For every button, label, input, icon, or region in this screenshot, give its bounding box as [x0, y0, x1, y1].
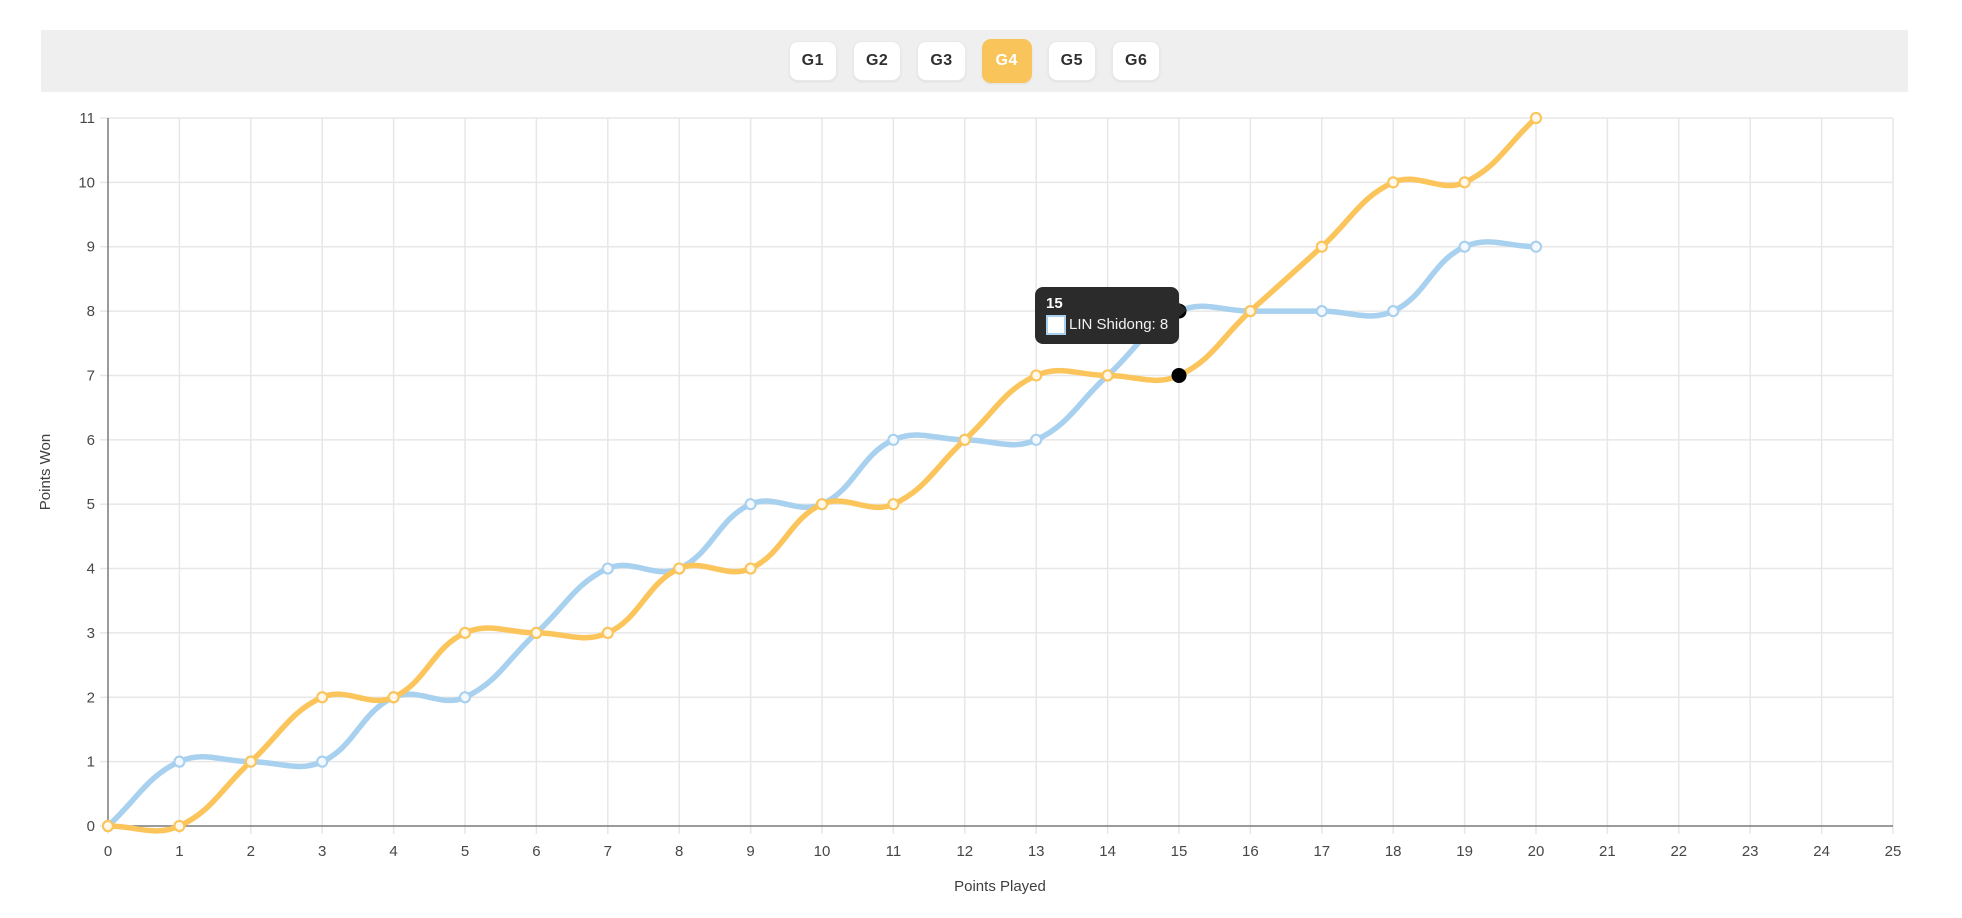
data-point-marker	[1244, 304, 1257, 318]
x-tick-label: 13	[1028, 843, 1045, 860]
data-point-marker	[1030, 433, 1043, 446]
series-color-swatch	[1046, 315, 1066, 335]
tooltip-label: LIN Shidong: 8	[1069, 316, 1169, 333]
data-point-marker	[1315, 240, 1328, 253]
x-tick-label: 7	[604, 843, 612, 860]
x-tick-label: 3	[318, 843, 326, 860]
y-tick-label: 4	[87, 561, 95, 578]
data-point-marker	[1315, 304, 1328, 318]
x-tick-label: 21	[1599, 843, 1616, 860]
x-tick-label: 25	[1885, 843, 1902, 860]
data-point-marker	[601, 626, 614, 640]
toolbar-button-g5[interactable]: G5	[1047, 41, 1097, 81]
data-point-marker	[958, 433, 971, 446]
data-point-marker	[387, 691, 400, 704]
data-point-marker	[673, 562, 686, 575]
x-tick-label: 16	[1242, 843, 1259, 860]
data-point-marker	[1458, 176, 1471, 189]
y-tick-label: 3	[87, 625, 95, 642]
x-tick-label: 20	[1528, 843, 1545, 860]
x-tick-label: 17	[1313, 843, 1330, 860]
toolbar-button-g6[interactable]: G6	[1112, 41, 1161, 81]
tooltip-row: LIN Shidong: 8	[1046, 314, 1168, 336]
y-tick-label: 5	[87, 496, 95, 513]
data-point-marker	[1101, 369, 1114, 382]
data-point-marker	[744, 562, 757, 575]
x-tick-label: 2	[247, 843, 255, 860]
data-point-marker	[244, 755, 257, 768]
x-tick-label: 0	[104, 843, 112, 860]
series-line-0	[105, 239, 1539, 829]
data-point-marker	[1387, 176, 1400, 189]
y-tick-label: 0	[87, 818, 95, 835]
tooltip-title: 15	[1046, 295, 1063, 312]
data-point-marker	[458, 626, 472, 640]
x-tick-label: 19	[1456, 843, 1473, 860]
data-point-marker	[744, 498, 757, 511]
data-point-marker	[1387, 304, 1400, 318]
y-tick-label: 10	[78, 174, 95, 191]
data-point-marker	[458, 691, 472, 704]
x-tick-label: 10	[814, 843, 831, 860]
toolbar-button-g2[interactable]: G2	[852, 41, 902, 81]
x-tick-label: 23	[1742, 843, 1759, 860]
data-point-marker	[1529, 111, 1543, 125]
data-point-marker	[173, 755, 186, 768]
x-tick-label: 1	[175, 843, 183, 860]
x-tick-label: 6	[532, 843, 540, 860]
active-point-dot	[1171, 367, 1187, 383]
y-tick-label: 11	[79, 110, 95, 127]
data-point-marker	[887, 433, 900, 446]
toolbar-button-g3[interactable]: G3	[917, 41, 966, 81]
x-tick-label: 14	[1099, 843, 1116, 860]
data-point-marker	[601, 562, 614, 575]
x-tick-label: 8	[675, 843, 683, 860]
y-tick-label: 6	[87, 432, 95, 449]
data-point-marker	[1030, 369, 1043, 382]
x-tick-label: 4	[389, 843, 397, 860]
game-selector-bar: G1 G2 G3 G4 G5 G6	[41, 30, 1908, 92]
x-tick-label: 18	[1385, 843, 1402, 860]
y-tick-label: 1	[87, 754, 95, 771]
y-tick-label: 7	[87, 367, 95, 384]
y-tick-label: 8	[87, 303, 95, 320]
x-tick-label: 12	[956, 843, 973, 860]
data-point-marker	[815, 498, 829, 511]
toolbar-button-g4[interactable]: G4	[981, 39, 1032, 83]
data-point-marker	[316, 755, 329, 768]
data-point-marker	[1458, 240, 1471, 253]
data-point-marker	[316, 691, 329, 704]
data-point-marker	[1529, 240, 1543, 253]
y-tick-label: 2	[87, 689, 95, 706]
x-tick-label: 9	[746, 843, 754, 860]
x-tick-label: 24	[1813, 843, 1830, 860]
y-tick-label: 9	[87, 239, 95, 256]
x-tick-label: 22	[1670, 843, 1687, 860]
y-axis-title: Points Won	[37, 433, 54, 511]
data-point-marker	[173, 819, 186, 833]
data-point-marker	[101, 819, 115, 833]
chart-tooltip: 15 LIN Shidong: 8	[1035, 287, 1188, 344]
toolbar-button-g1[interactable]: G1	[788, 41, 837, 81]
x-tick-label: 11	[886, 843, 902, 860]
data-point-marker	[887, 498, 900, 511]
x-tick-label: 15	[1171, 843, 1188, 860]
x-axis-title: Points Played	[954, 878, 1046, 895]
tooltip-caret	[1178, 302, 1188, 318]
data-point-marker	[530, 626, 543, 640]
x-tick-label: 5	[461, 843, 469, 860]
